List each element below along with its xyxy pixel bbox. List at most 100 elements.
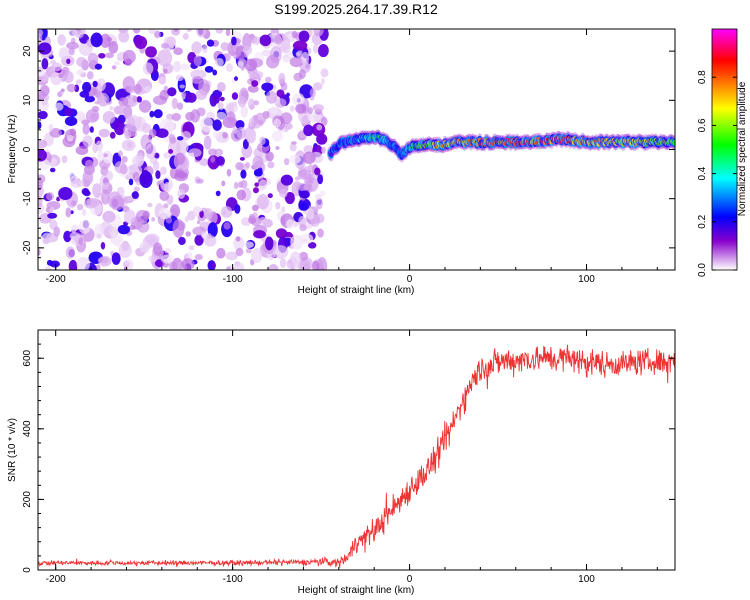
signal-core — [672, 139, 675, 146]
noise-blob — [111, 198, 119, 208]
noise-blob — [133, 186, 140, 192]
colorbar-gradient — [712, 29, 737, 270]
noise-blob — [283, 56, 290, 63]
noise-blob — [275, 146, 280, 150]
noise-blob — [64, 107, 74, 117]
noise-blob — [126, 142, 133, 149]
colorbar-tick-label: 0.6 — [697, 118, 708, 132]
noise-blob — [219, 96, 225, 102]
noise-blob — [267, 193, 273, 199]
noise-blob — [238, 60, 244, 68]
noise-blob — [244, 161, 251, 168]
noise-blob — [106, 170, 114, 181]
noise-blob — [259, 136, 266, 145]
noise-blob — [163, 182, 171, 193]
chart-title: S199.2025.264.17.39.R12 — [274, 1, 438, 17]
noise-blob — [132, 29, 141, 34]
noise-blob — [225, 251, 239, 261]
noise-blob — [122, 260, 130, 268]
noise-blob — [262, 49, 272, 57]
noise-blob — [98, 128, 110, 138]
noise-blob — [38, 99, 50, 112]
noise-blob — [87, 52, 99, 65]
noise-blob — [160, 166, 167, 176]
noise-blob — [235, 162, 244, 171]
noise-blob — [49, 167, 56, 173]
noise-blob — [97, 150, 104, 162]
noise-blob — [100, 241, 106, 250]
noise-blob — [42, 238, 50, 245]
noise-blob — [234, 262, 245, 270]
noise-blob — [49, 206, 54, 213]
noise-blob — [84, 159, 94, 169]
spectrogram-xlabel: Height of straight line (km) — [298, 285, 415, 296]
noise-blob — [76, 203, 84, 211]
noise-blob — [275, 201, 281, 210]
noise-blob — [264, 236, 274, 251]
noise-blob — [63, 230, 72, 243]
noise-blob — [283, 158, 290, 166]
noise-blob — [254, 71, 264, 79]
noise-blob — [298, 202, 310, 211]
noise-blob — [76, 111, 86, 122]
noise-blob — [220, 41, 230, 51]
noise-blob — [268, 263, 279, 270]
noise-blob — [303, 166, 309, 171]
noise-blob — [298, 251, 309, 261]
noise-blob — [58, 73, 64, 79]
x-tick-label: 0 — [407, 274, 413, 285]
noise-blob — [237, 99, 244, 105]
noise-blob — [147, 202, 153, 208]
y-tick-label: 20 — [22, 45, 33, 57]
noise-blob — [251, 121, 261, 129]
y-tick-label: 10 — [22, 94, 33, 106]
noise-blob — [196, 207, 203, 212]
noise-blob — [164, 247, 172, 254]
noise-blob — [232, 126, 238, 134]
noise-blob — [215, 190, 221, 197]
noise-blob — [95, 264, 101, 270]
y-tick-label: 0 — [22, 567, 33, 573]
noise-blob — [252, 187, 259, 194]
noise-blob — [154, 30, 161, 39]
y-tick-label: 200 — [22, 491, 33, 508]
noise-blob — [114, 61, 120, 66]
noise-blob — [190, 109, 201, 123]
noise-blob — [132, 171, 140, 182]
noise-blob — [61, 155, 68, 164]
noise-blob — [181, 91, 187, 97]
noise-blob — [203, 135, 212, 150]
noise-blob — [46, 259, 53, 266]
noise-blob — [266, 54, 280, 69]
noise-blob — [149, 110, 155, 118]
noise-blob — [38, 159, 51, 171]
noise-blob — [312, 260, 320, 270]
noise-blob — [289, 143, 297, 152]
noise-blob — [152, 242, 163, 256]
noise-blob — [48, 123, 54, 132]
noise-blob — [253, 230, 266, 239]
noise-blob — [142, 210, 150, 220]
snr-xlabel: Height of straight line (km) — [298, 585, 415, 596]
noise-blob — [278, 72, 286, 85]
noise-blob — [38, 42, 52, 55]
noise-blob — [98, 52, 106, 59]
noise-blob — [99, 33, 111, 48]
noise-blob — [168, 133, 176, 142]
noise-blob — [261, 82, 274, 92]
noise-blob — [204, 235, 217, 247]
noise-blob — [223, 222, 231, 230]
noise-blob — [82, 81, 92, 94]
noise-blob — [113, 105, 125, 115]
noise-blob — [90, 32, 103, 48]
noise-blob — [94, 223, 104, 240]
noise-blob — [290, 234, 304, 250]
noise-blob — [46, 192, 55, 201]
noise-blob — [136, 220, 150, 233]
noise-blob — [210, 156, 216, 163]
noise-blob — [113, 234, 124, 248]
noise-blob — [145, 143, 156, 160]
noise-blob — [279, 257, 287, 269]
noise-blob — [126, 85, 135, 94]
noise-blob — [191, 76, 202, 84]
